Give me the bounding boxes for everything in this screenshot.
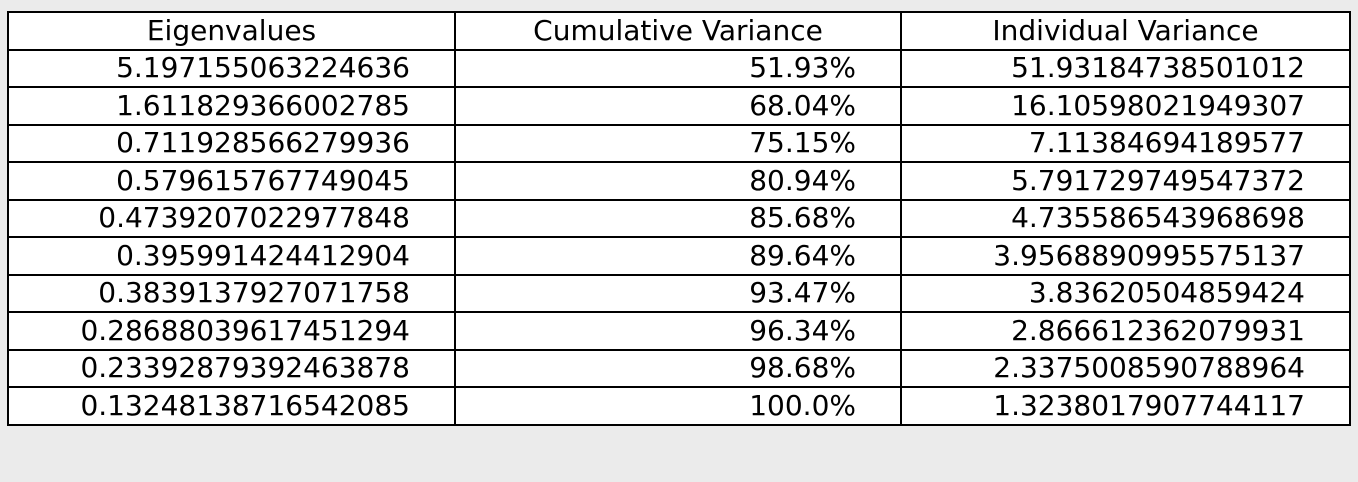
cumulative-variance-cell: 98.68% <box>454 348 902 388</box>
column-header-eigenvalues: Eigenvalues <box>7 11 456 51</box>
eigenvalue-cell: 0.579615767749045 <box>7 161 456 201</box>
individual-variance-cell: 5.791729749547372 <box>900 161 1351 201</box>
eigenvalue-cell: 0.395991424412904 <box>7 236 456 276</box>
eigenvalue-cell: 0.13248138716542085 <box>7 386 456 426</box>
cumulative-variance-cell: 80.94% <box>454 161 902 201</box>
table-row: 1.611829366002785 68.04% 16.10598021949307 <box>7 86 1351 126</box>
eigenvalue-cell: 0.4739207022977848 <box>7 198 456 238</box>
table-row: 0.395991424412904 89.64% 3.956889099557513… <box>7 236 1351 276</box>
eigenvalue-cell: 1.611829366002785 <box>7 86 456 126</box>
cumulative-variance-cell: 96.34% <box>454 311 902 351</box>
column-header-cumulative-variance: Cumulative Variance <box>454 11 902 51</box>
individual-variance-cell: 7.11384694189577 <box>900 123 1351 163</box>
table-row: 0.3839137927071758 93.47% 3.83620504859424 <box>7 273 1351 313</box>
individual-variance-cell: 2.866612362079931 <box>900 311 1351 351</box>
cumulative-variance-cell: 51.93% <box>454 48 902 88</box>
table-row: 0.13248138716542085 100.0% 1.3238017907744… <box>7 386 1351 426</box>
individual-variance-cell: 1.3238017907744117 <box>900 386 1351 426</box>
eigenvalue-cell: 0.711928566279936 <box>7 123 456 163</box>
individual-variance-cell: 16.10598021949307 <box>900 86 1351 126</box>
cumulative-variance-cell: 75.15% <box>454 123 902 163</box>
eigenvalue-cell: 0.3839137927071758 <box>7 273 456 313</box>
table-row: 0.711928566279936 75.15% 7.11384694189577 <box>7 123 1351 163</box>
individual-variance-cell: 3.9568890995575137 <box>900 236 1351 276</box>
table-row: 0.28688039617451294 96.34% 2.8666123620799… <box>7 311 1351 351</box>
individual-variance-cell: 3.83620504859424 <box>900 273 1351 313</box>
header-row: Eigenvalues Cumulative Variance Individu… <box>7 11 1351 51</box>
cumulative-variance-cell: 68.04% <box>454 86 902 126</box>
cumulative-variance-cell: 100.0% <box>454 386 902 426</box>
individual-variance-cell: 51.93184738501012 <box>900 48 1351 88</box>
eigenvalue-cell: 5.197155063224636 <box>7 48 456 88</box>
table-row: 0.23392879392463878 98.68% 2.3375008590788… <box>7 348 1351 388</box>
individual-variance-cell: 4.735586543968698 <box>900 198 1351 238</box>
table-row: 0.579615767749045 80.94% 5.791729749547372 <box>7 161 1351 201</box>
individual-variance-cell: 2.3375008590788964 <box>900 348 1351 388</box>
eigenvalue-table: Eigenvalues Cumulative Variance Individu… <box>7 11 1351 426</box>
cumulative-variance-cell: 85.68% <box>454 198 902 238</box>
table-row: 0.4739207022977848 85.68% 4.73558654396869… <box>7 198 1351 238</box>
column-header-individual-variance: Individual Variance <box>900 11 1351 51</box>
table-body: 5.197155063224636 51.93% 51.93184738501012… <box>7 48 1351 426</box>
cumulative-variance-cell: 89.64% <box>454 236 902 276</box>
eigenvalue-cell: 0.28688039617451294 <box>7 311 456 351</box>
table-row: 5.197155063224636 51.93% 51.93184738501012 <box>7 48 1351 88</box>
eigenvalue-cell: 0.23392879392463878 <box>7 348 456 388</box>
cumulative-variance-cell: 93.47% <box>454 273 902 313</box>
